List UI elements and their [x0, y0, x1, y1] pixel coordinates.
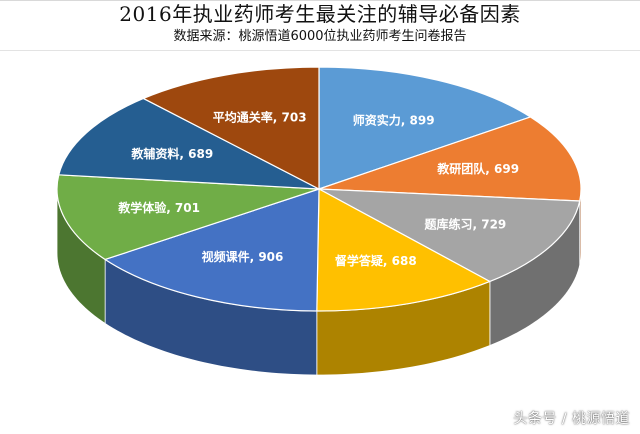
pie-label-3: 题库练习, 729 — [425, 217, 507, 232]
pie-slice-6 — [56, 174, 320, 261]
pie-slice-4 — [316, 188, 491, 312]
pie-label-8: 平均通关率, 703 — [213, 109, 307, 124]
pie-label-6: 教学体验, 701 — [117, 200, 200, 215]
pie-label-2: 教研团队, 699 — [436, 161, 519, 176]
chart-subtitle: 数据来源：桃源悟道6000位执业药师考生问卷报告 — [173, 29, 467, 44]
chart-title: 2016年执业药师考生最关注的辅导必备因素 — [119, 2, 521, 26]
pie-label-7: 教辅资料, 689 — [130, 146, 213, 161]
pie-label-5: 视频课件, 906 — [202, 249, 284, 264]
pie-top-face — [56, 66, 582, 312]
pie-slice-8 — [142, 66, 320, 190]
top-border — [0, 0, 640, 1]
header-divider — [0, 50, 640, 51]
watermark: 头条号 / 桃源悟道 — [513, 411, 630, 427]
pie-slice-3 — [318, 188, 581, 283]
pie-slice-5 — [104, 188, 320, 312]
pie-label-4: 督学答疑, 688 — [335, 253, 417, 268]
pie-slice-2 — [318, 116, 582, 202]
pie-slice-7 — [58, 97, 320, 190]
pie-label-1: 师资实力, 899 — [353, 113, 435, 128]
pie-slice-1 — [318, 66, 532, 190]
pie-labels: 师资实力, 899 教研团队, 699 题库练习, 729 督学答疑, 688 视频课件… — [117, 109, 519, 268]
